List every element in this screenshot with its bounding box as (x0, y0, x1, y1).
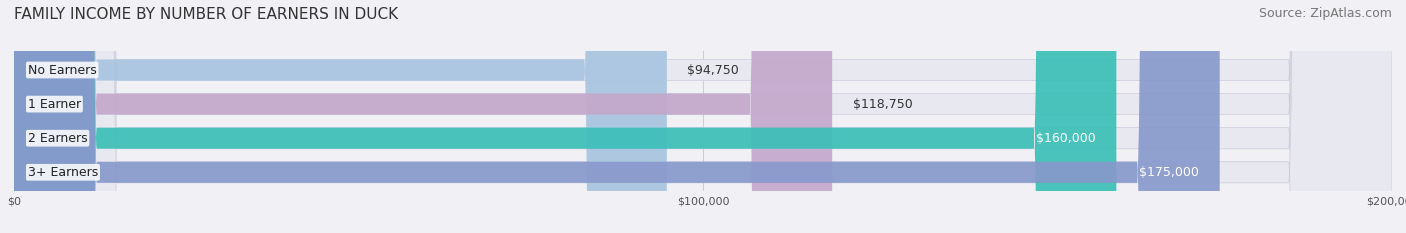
Text: $160,000: $160,000 (1036, 132, 1095, 145)
Text: $175,000: $175,000 (1139, 166, 1199, 179)
FancyBboxPatch shape (14, 0, 1392, 233)
FancyBboxPatch shape (14, 0, 1220, 233)
Text: 2 Earners: 2 Earners (28, 132, 87, 145)
FancyBboxPatch shape (14, 0, 1116, 233)
Text: 1 Earner: 1 Earner (28, 98, 82, 111)
Text: FAMILY INCOME BY NUMBER OF EARNERS IN DUCK: FAMILY INCOME BY NUMBER OF EARNERS IN DU… (14, 7, 398, 22)
Text: $118,750: $118,750 (853, 98, 912, 111)
FancyBboxPatch shape (14, 0, 832, 233)
Text: Source: ZipAtlas.com: Source: ZipAtlas.com (1258, 7, 1392, 20)
FancyBboxPatch shape (14, 0, 1392, 233)
FancyBboxPatch shape (14, 0, 1392, 233)
Text: $94,750: $94,750 (688, 64, 740, 76)
FancyBboxPatch shape (14, 0, 666, 233)
FancyBboxPatch shape (14, 0, 1392, 233)
Text: No Earners: No Earners (28, 64, 97, 76)
Text: 3+ Earners: 3+ Earners (28, 166, 98, 179)
